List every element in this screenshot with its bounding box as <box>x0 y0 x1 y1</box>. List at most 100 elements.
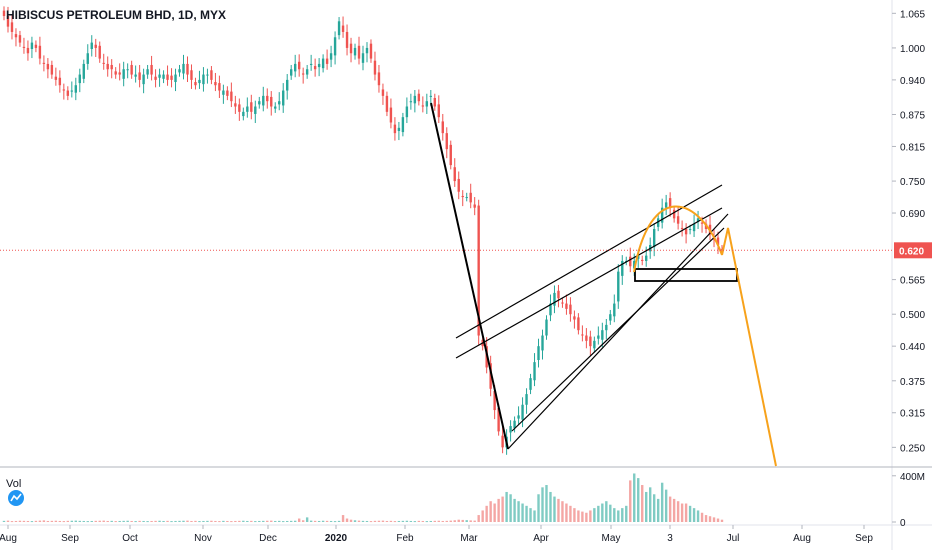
volume-bar <box>14 520 18 522</box>
volume-bar <box>573 508 576 522</box>
x-tick-label: Feb <box>396 533 414 544</box>
x-tick-label: 2020 <box>325 533 348 544</box>
volume-bar <box>609 504 612 522</box>
volume-bar <box>509 494 512 522</box>
volume-bar <box>34 520 38 522</box>
volume-bar <box>170 521 173 523</box>
volume-bar <box>712 517 716 522</box>
candle-body <box>629 256 632 267</box>
candle-body <box>266 95 269 102</box>
volume-bar <box>286 520 289 522</box>
volume-bar <box>433 520 436 522</box>
candle-body <box>549 303 552 316</box>
volume-tick-label: 400M <box>900 472 925 483</box>
candle-body <box>684 229 688 235</box>
x-tick-label: Aug <box>0 533 17 544</box>
candle-body <box>210 70 213 80</box>
candle-body <box>158 74 161 78</box>
candle-body <box>469 192 472 203</box>
volume-bar <box>222 520 225 522</box>
volume-bar <box>54 520 58 522</box>
volume-bar <box>393 521 397 523</box>
candle-body <box>333 37 337 56</box>
volume-bar <box>206 520 209 522</box>
volume-bar <box>581 511 584 522</box>
volume-bar <box>561 501 564 522</box>
volume-bar <box>301 520 305 522</box>
candle-body <box>445 133 448 150</box>
volume-bar <box>633 473 636 522</box>
y-tick-label: 0.690 <box>900 209 925 220</box>
support-box[interactable] <box>634 268 738 282</box>
candle-body <box>190 70 193 80</box>
y-tick-label: 0.250 <box>900 443 925 454</box>
volume-bar <box>692 508 696 522</box>
volume-bar <box>58 520 62 522</box>
volume-bar <box>421 520 425 522</box>
candle-body <box>34 44 38 48</box>
candle-body <box>393 124 397 134</box>
volume-bar <box>102 520 105 522</box>
volume-bar <box>641 485 644 522</box>
candle-body <box>82 63 85 79</box>
candle-body <box>577 317 580 331</box>
candle-body <box>126 69 129 71</box>
candle-body <box>174 74 177 83</box>
rounded-top-arc[interactable] <box>633 205 723 273</box>
candle-body <box>305 69 309 75</box>
candle-body <box>345 31 349 48</box>
candle-body <box>457 178 460 192</box>
candle-body <box>652 229 656 248</box>
y-tick-label: 1.000 <box>900 44 925 55</box>
volume-bar <box>82 520 85 522</box>
volume-bar <box>337 520 341 522</box>
volume-bar <box>720 519 724 522</box>
volume-bar <box>309 520 313 522</box>
volume-bar <box>186 520 189 522</box>
volume-bar <box>158 520 161 522</box>
candle-body <box>692 223 696 232</box>
channel-lower-line-1[interactable] <box>507 213 729 450</box>
volume-bar <box>485 505 488 522</box>
candle-body <box>214 82 217 86</box>
volume-bar <box>553 496 556 522</box>
candle-body <box>122 69 125 79</box>
trendline-decline[interactable] <box>430 102 509 450</box>
volume-bar <box>345 518 349 522</box>
volume-bar <box>469 520 472 522</box>
volume-bar <box>696 510 700 522</box>
projection-path[interactable] <box>721 227 777 467</box>
candle-body <box>349 43 353 54</box>
y-tick-label: 0.565 <box>900 276 925 287</box>
candle-body <box>381 89 385 96</box>
volume-bar <box>293 520 297 522</box>
volume-bar <box>226 520 229 522</box>
candle-body <box>70 90 74 92</box>
volume-bar <box>629 480 632 522</box>
volume-bar <box>126 520 129 522</box>
candle-body <box>226 90 229 96</box>
channel-upper-line-1[interactable] <box>455 184 723 339</box>
candle-body <box>493 390 496 411</box>
volume-bar <box>162 520 165 522</box>
candle-body <box>389 107 393 123</box>
volume-indicator-icon[interactable] <box>8 490 24 506</box>
candle-body <box>98 45 101 59</box>
volume-bar <box>569 505 572 522</box>
candle-body <box>529 378 532 390</box>
candle-body <box>660 207 664 223</box>
volume-bar <box>549 491 552 522</box>
candle-body <box>146 69 149 75</box>
channel-lower-line-2[interactable] <box>511 227 725 432</box>
candle-body <box>700 222 704 224</box>
candle-body <box>337 21 341 36</box>
x-tick-label: Jul <box>727 533 740 544</box>
channel-upper-line-2[interactable] <box>455 207 723 359</box>
candle-body <box>621 260 624 276</box>
volume-bar <box>716 518 720 522</box>
candle-body <box>425 101 429 107</box>
y-tick-label: 0.940 <box>900 76 925 87</box>
y-tick-label: 0.315 <box>900 409 925 420</box>
candle-body <box>22 46 26 48</box>
volume-bar <box>2 520 6 522</box>
